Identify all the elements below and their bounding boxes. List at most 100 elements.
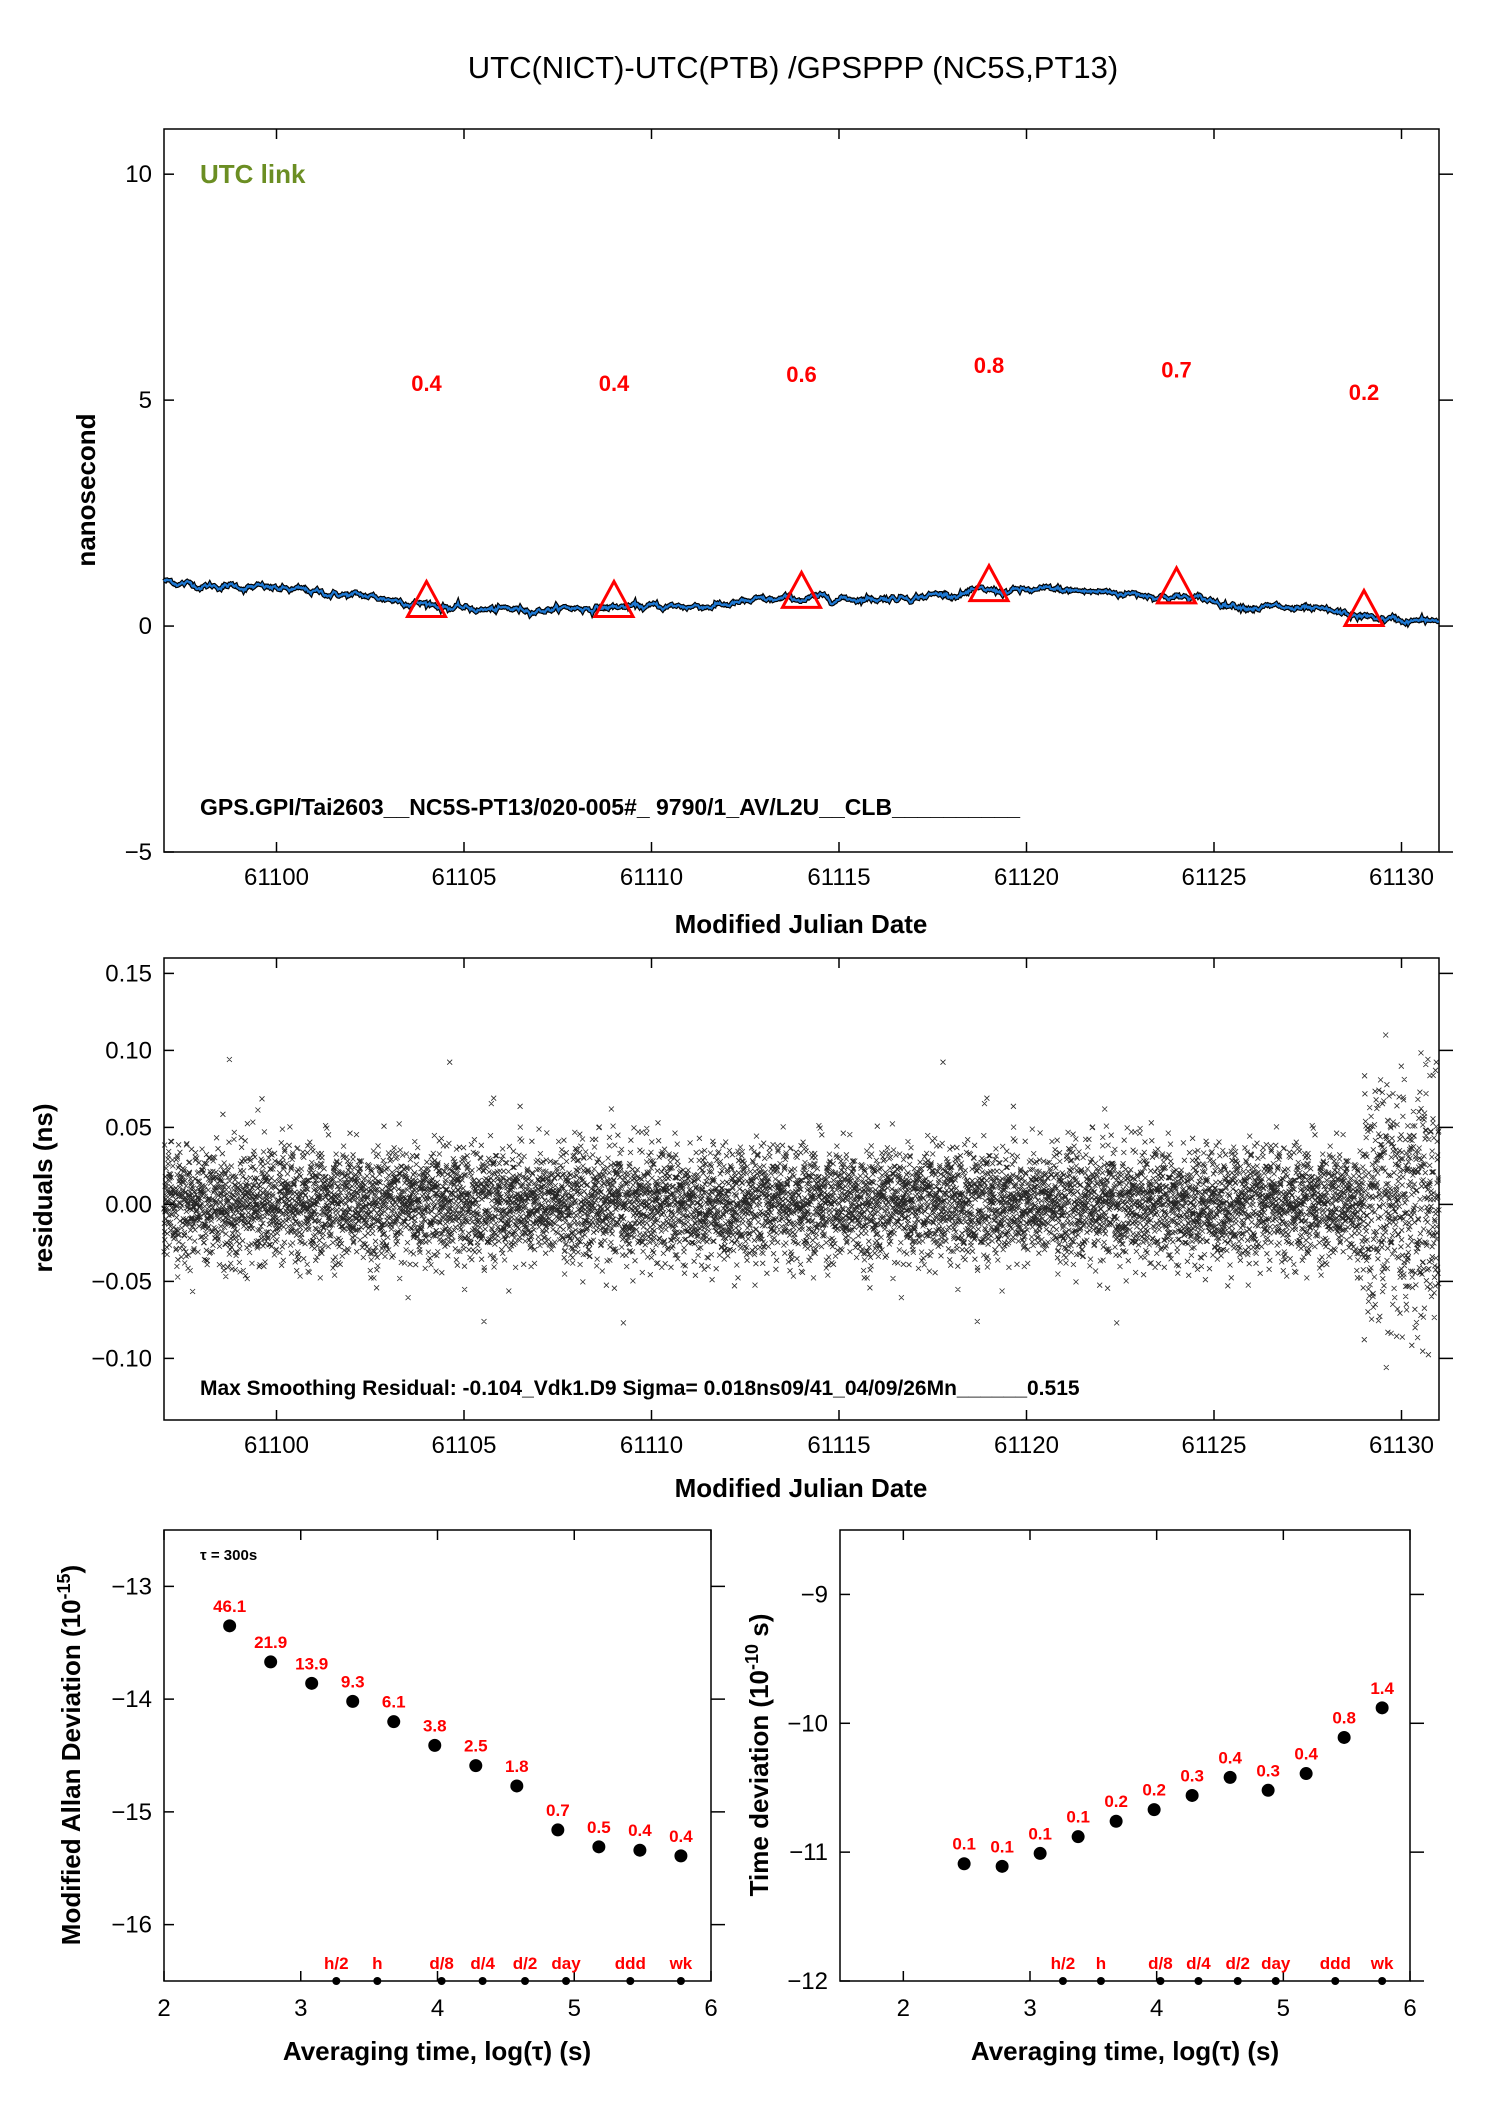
mdev-timescale-dot xyxy=(478,1977,487,1985)
top-markers: 0.4 0.4 0.6 0.8 0.7 0.2 xyxy=(404,353,1386,628)
tdev-point xyxy=(1299,1767,1313,1781)
mdev-point-label: 9.3 xyxy=(341,1672,365,1691)
mdev-ylabel-main: Modified Allan Deviation (10 xyxy=(56,1599,86,1945)
tdev-timescale-dot xyxy=(1378,1977,1387,1985)
tdev-point xyxy=(1147,1803,1161,1817)
res-xtick-label: 61110 xyxy=(620,1432,683,1459)
mdev-timescale-dot xyxy=(373,1977,382,1985)
tdev-timescale-label: d/8 xyxy=(1148,1954,1173,1973)
top-info-text: GPS.GPI/Tai2603__NC5S-PT13/020-005#_ 979… xyxy=(200,794,1020,820)
tdev-timescale-label: wk xyxy=(1370,1954,1394,1973)
mdev-point-label: 46.1 xyxy=(213,1597,246,1616)
tdev-point xyxy=(1337,1730,1351,1744)
mdev-xtick-label: 3 xyxy=(294,1995,307,2022)
mdev-xtick-label: 5 xyxy=(568,1995,581,2022)
mdev-timescale-label: wk xyxy=(669,1954,693,1973)
tdev-point-label: 1.4 xyxy=(1370,1679,1394,1698)
tdev-timescale-dot xyxy=(1096,1977,1105,1985)
mdev-timescale-label: d/8 xyxy=(429,1954,454,1973)
mdev-xtick-label: 6 xyxy=(704,1995,717,2022)
res-xtick-label: 61130 xyxy=(1369,1432,1434,1459)
mdev-ticks: 2 3 4 5 6 −16 −15 −14 −13 xyxy=(111,1530,725,2022)
mdev-point xyxy=(674,1849,688,1863)
tdev-point xyxy=(957,1857,971,1871)
mdev-ylabel: Modified Allan Deviation (10-15) xyxy=(54,1565,86,1945)
res-ytick-label: 0.00 xyxy=(105,1191,152,1218)
mdev-xtick-label: 2 xyxy=(157,1995,170,2022)
tdev-timescale-dot xyxy=(1194,1977,1203,1985)
tdev-point xyxy=(1261,1783,1275,1797)
top-triangle-marker xyxy=(592,578,636,618)
mdev-point-label: 2.5 xyxy=(464,1737,488,1756)
mdev-timescale-label: ddd xyxy=(615,1954,646,1973)
mdev-tau-note: τ = 300s xyxy=(200,1547,257,1564)
tdev-timescale-label: d/2 xyxy=(1225,1954,1250,1973)
mdev-timescale-dot xyxy=(676,1977,685,1985)
mdev-timescale-label: d/2 xyxy=(513,1954,538,1973)
res-xtick-label: 61105 xyxy=(432,1432,497,1459)
mdev-timescale-label: d/4 xyxy=(470,1954,495,1973)
tdev-ytick-label: −9 xyxy=(801,1581,828,1608)
top-xtick-label: 61100 xyxy=(244,864,309,891)
tdev-ytick-label: −11 xyxy=(789,1839,828,1866)
tdev-timescale-label: ddd xyxy=(1320,1954,1351,1973)
mdev-timescale-dot xyxy=(626,1977,635,1985)
mdev-point-label: 0.5 xyxy=(587,1818,611,1837)
mdev-point xyxy=(469,1759,483,1773)
top-ytick-label: 5 xyxy=(139,387,152,414)
tdev-ylabel: Time deviation (10-10 s) xyxy=(742,1614,774,1897)
res-info-text: Max Smoothing Residual: -0.104_Vdk1.D9 S… xyxy=(200,1377,1080,1400)
top-xtick-label: 61130 xyxy=(1369,864,1434,891)
mdev-point-label: 1.8 xyxy=(505,1757,529,1776)
tdev-point xyxy=(1071,1830,1085,1844)
mdev-point xyxy=(264,1655,278,1669)
mdev-point xyxy=(305,1676,319,1690)
top-marker-label: 0.4 xyxy=(411,371,442,396)
mdev-point xyxy=(510,1779,524,1793)
mdev-ytick-label: −13 xyxy=(111,1573,152,1600)
top-ytick-label: 10 xyxy=(125,161,152,188)
mdev-point-label: 6.1 xyxy=(382,1693,406,1712)
mdev-timescale-label: h/2 xyxy=(324,1954,349,1973)
tdev-point-label: 0.1 xyxy=(1028,1824,1052,1843)
mdev-ylabel-sup: -15 xyxy=(54,1573,74,1599)
mdev-point xyxy=(387,1715,401,1729)
top-link-label: UTC link xyxy=(200,159,306,189)
mdev-timescale-dot xyxy=(332,1977,341,1985)
top-xtick-label: 61105 xyxy=(432,864,497,891)
res-frame xyxy=(163,957,1440,1421)
tdev-xtick-label: 2 xyxy=(897,1995,910,2022)
res-ytick-label: 0.10 xyxy=(105,1037,152,1064)
tdev-timescale-dot xyxy=(1271,1977,1280,1985)
mdev-point-label: 0.4 xyxy=(669,1827,693,1846)
mdev-points: 46.1 21.9 13.9 9.3 6.1 3.8 2.5 1.8 0.7 0.5 0.4 0.4 h… xyxy=(213,1597,693,1985)
top-triangle-marker xyxy=(967,562,1011,603)
mdev-point xyxy=(551,1823,565,1837)
top-marker-label: 0.7 xyxy=(1161,358,1192,383)
mdev-point-label: 21.9 xyxy=(254,1633,287,1652)
mdev-point xyxy=(592,1840,606,1854)
mdev-point-label: 3.8 xyxy=(423,1716,447,1735)
tdev-ticks: 2 3 4 5 6 −12 −11 −10 −9 xyxy=(787,1530,1424,2022)
tdev-point-label: 0.1 xyxy=(1066,1808,1090,1827)
tdev-timescale-label: d/4 xyxy=(1186,1954,1211,1973)
top-marker-label: 0.4 xyxy=(599,371,630,396)
res-ylabel: residuals (ns) xyxy=(28,1103,58,1272)
mdev-point xyxy=(223,1619,237,1633)
res-ytick-label: −0.05 xyxy=(91,1268,152,1295)
tdev-xtick-label: 4 xyxy=(1150,1995,1163,2022)
tdev-point-label: 0.4 xyxy=(1294,1745,1318,1764)
res-xtick-label: 61120 xyxy=(994,1432,1059,1459)
top-marker-label: 0.8 xyxy=(974,353,1005,378)
tdev-point-label: 0.2 xyxy=(1142,1781,1166,1800)
tdev-point-label: 0.1 xyxy=(990,1837,1014,1856)
mdev-ytick-label: −15 xyxy=(111,1799,152,1826)
top-triangle-marker xyxy=(779,569,824,609)
mdev-timescale-dot xyxy=(562,1977,571,1985)
tdev-point-label: 0.1 xyxy=(952,1835,976,1854)
tdev-xlabel: Averaging time, log(τ) (s) xyxy=(971,2036,1279,2066)
tdev-point xyxy=(1033,1846,1047,1860)
mdev-xlabel: Averaging time, log(τ) (s) xyxy=(283,2036,591,2066)
tdev-points: 0.1 0.1 0.1 0.1 0.2 0.2 0.3 0.4 0.3 0.4 0.8 1.4 h/2 h… xyxy=(952,1679,1394,1985)
top-ytick-label: 0 xyxy=(139,613,152,640)
